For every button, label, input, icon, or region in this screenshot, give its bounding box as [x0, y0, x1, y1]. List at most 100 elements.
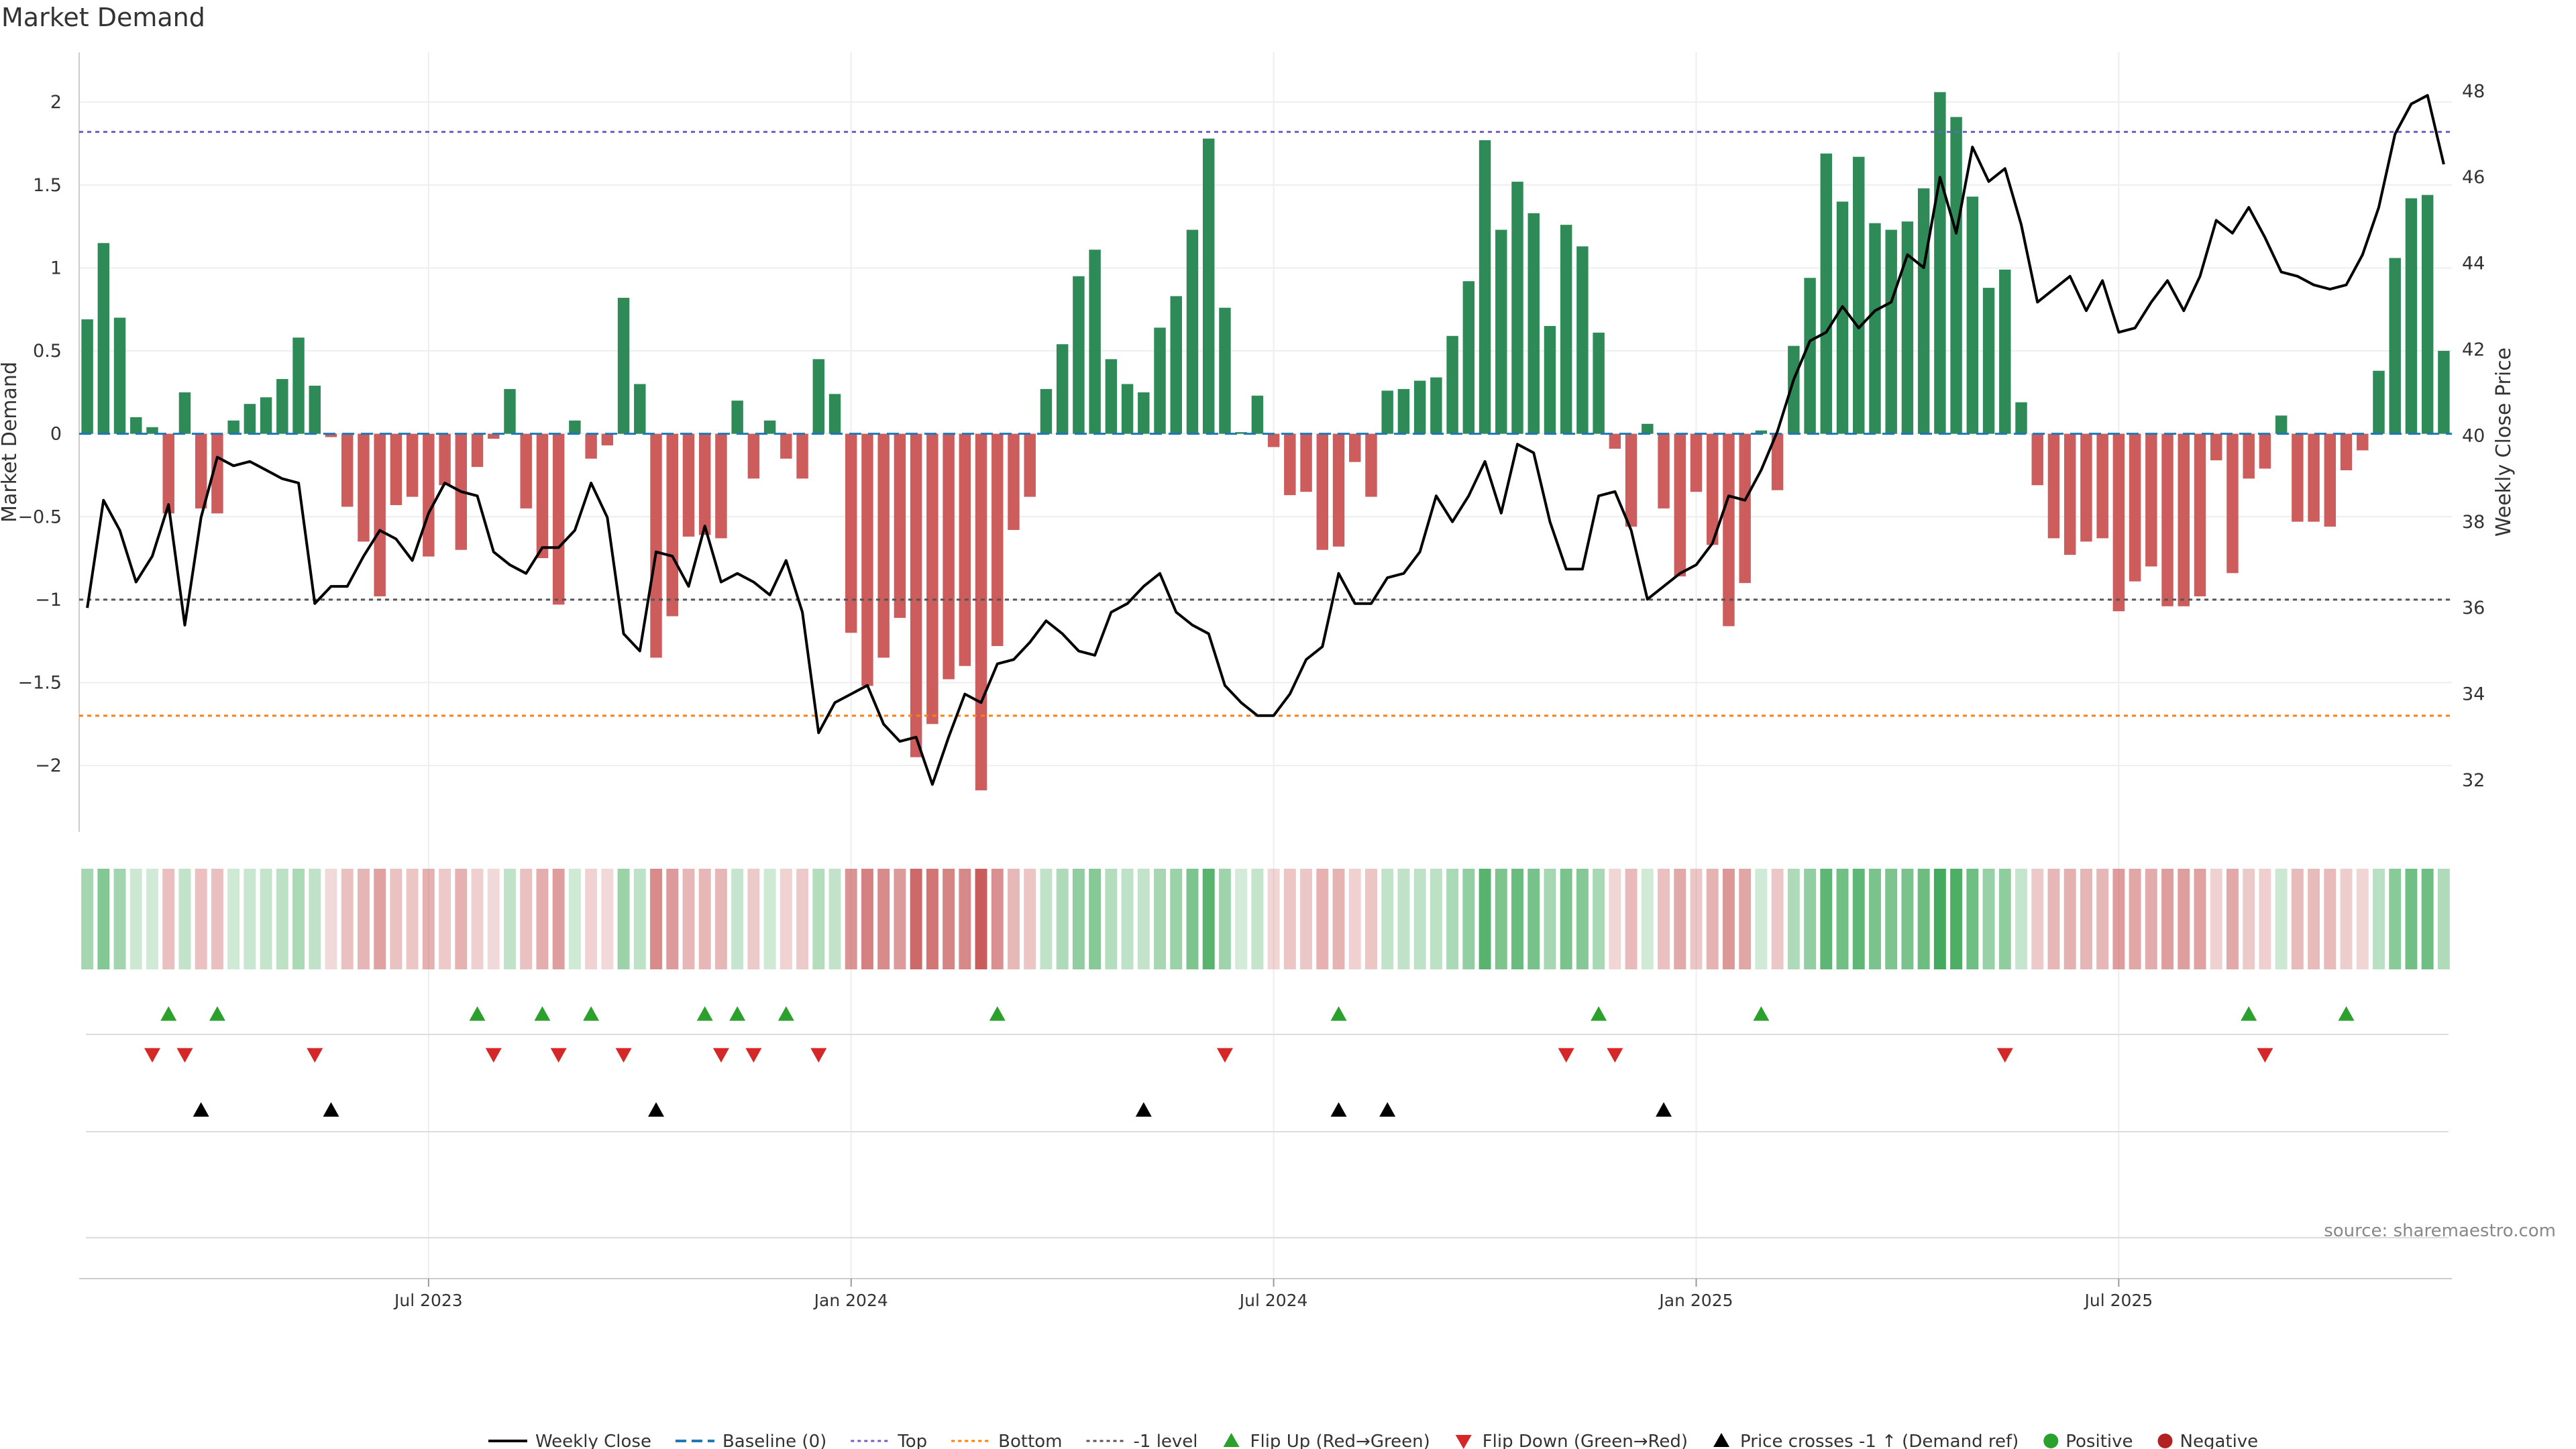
demand-bar-positive	[260, 397, 272, 434]
demand-strip-cell	[1836, 869, 1849, 969]
demand-strip-cell	[2031, 869, 2044, 969]
demand-bar-positive	[113, 317, 126, 434]
demand-bar-positive	[227, 420, 239, 434]
price-cross-marker	[323, 1102, 339, 1117]
demand-strip-cell	[1576, 869, 1589, 969]
demand-strip-cell	[828, 869, 841, 969]
demand-bar-negative	[2194, 433, 2206, 596]
demand-strip-cell	[1869, 869, 1881, 969]
demand-bar-positive	[1446, 335, 1458, 434]
demand-strip-cell	[1690, 869, 1703, 969]
price-cross-marker	[1656, 1102, 1672, 1117]
demand-strip-cell	[1235, 869, 1248, 969]
demand-strip-cell	[1755, 869, 1768, 969]
legend-label: Flip Down (Green→Red)	[1483, 1432, 1688, 1449]
demand-strip-cell	[1544, 869, 1556, 969]
demand-bar-positive	[1820, 153, 1833, 434]
y-tick-label: 2	[50, 92, 62, 113]
legend-triangle-up-icon	[1223, 1433, 1240, 1447]
demand-strip-cell	[1397, 869, 1410, 969]
demand-strip-cell	[1706, 869, 1719, 969]
demand-bar-negative	[2145, 433, 2157, 567]
demand-strip-cell	[2291, 869, 2304, 969]
demand-strip-cell	[1527, 869, 1540, 969]
demand-bar-negative	[1723, 433, 1735, 627]
demand-strip-cell	[487, 869, 500, 969]
demand-bar-negative	[926, 433, 938, 724]
demand-bar-negative	[1690, 433, 1703, 492]
demand-strip-cell	[504, 869, 516, 969]
demand-bar-positive	[731, 400, 743, 434]
demand-strip-cell	[520, 869, 533, 969]
demand-bar-negative	[991, 433, 1004, 647]
demand-bar-negative	[1008, 433, 1020, 531]
demand-strip-cell	[455, 869, 468, 969]
demand-bar-negative	[861, 433, 873, 686]
flip-down-marker	[176, 1048, 193, 1063]
demand-strip-cell	[211, 869, 223, 969]
demand-strip-cell	[2259, 869, 2271, 969]
demand-bar-positive	[292, 337, 305, 434]
demand-strip-cell	[162, 869, 175, 969]
demand-bar-negative	[1658, 433, 1670, 508]
demand-strip-cell	[178, 869, 191, 969]
flip-up-marker	[777, 1006, 794, 1021]
demand-bar-positive	[1251, 395, 1264, 434]
demand-bar-negative	[1267, 433, 1280, 447]
demand-strip-cell	[2161, 869, 2174, 969]
demand-bar-negative	[975, 433, 987, 791]
demand-strip-cell	[1998, 869, 2011, 969]
demand-bar-positive	[504, 388, 516, 434]
demand-bar-negative	[536, 433, 549, 559]
flip-down-marker	[485, 1048, 502, 1063]
demand-strip-cell	[276, 869, 288, 969]
legend-label: Baseline (0)	[722, 1432, 826, 1449]
legend-label: Bottom	[998, 1432, 1062, 1449]
demand-bar-positive	[1219, 307, 1231, 434]
demand-strip-cell	[2243, 869, 2255, 969]
demand-strip-cell	[2226, 869, 2239, 969]
demand-strip-cell	[714, 869, 727, 969]
demand-strip-cell	[698, 869, 711, 969]
demand-bar-negative	[2161, 433, 2174, 606]
demand-strip-cell	[1040, 869, 1053, 969]
demand-bar-positive	[130, 417, 142, 434]
demand-strip-cell	[1267, 869, 1280, 969]
flip-up-marker	[2241, 1006, 2257, 1021]
demand-strip-cell	[1105, 869, 1118, 969]
demand-bar-positive	[1917, 188, 1930, 434]
flip-up-marker	[209, 1006, 225, 1021]
demand-strip-cell	[422, 869, 435, 969]
demand-strip-cell	[633, 869, 646, 969]
demand-bar-negative	[552, 433, 565, 605]
demand-bar-positive	[244, 404, 256, 434]
demand-bar-negative	[2340, 433, 2353, 471]
flip-down-marker	[745, 1048, 762, 1063]
demand-strip-cell	[1739, 869, 1752, 969]
demand-bar-positive	[2275, 415, 2288, 434]
demand-strip-cell	[2437, 869, 2450, 969]
demand-bar-positive	[1853, 156, 1865, 434]
demand-strip-cell	[227, 869, 240, 969]
demand-strip-cell	[1186, 869, 1199, 969]
demand-strip-cell	[666, 869, 679, 969]
flip-up-marker	[1330, 1006, 1347, 1021]
demand-strip-cell	[2129, 869, 2141, 969]
demand-bar-negative	[325, 433, 337, 437]
demand-strip-cell	[796, 869, 809, 969]
demand-strip-cell	[747, 869, 760, 969]
demand-strip-cell	[845, 869, 857, 969]
demand-strip-cell	[1137, 869, 1150, 969]
demand-bar-positive	[2015, 402, 2027, 434]
legend-triangle-up-icon	[1713, 1433, 1730, 1447]
demand-strip-cell	[1625, 869, 1638, 969]
demand-strip-cell	[1641, 869, 1654, 969]
demand-strip-cell	[1820, 869, 1833, 969]
demand-strip-cell	[1348, 869, 1361, 969]
demand-bar-negative	[2259, 433, 2271, 469]
demand-bar-negative	[2226, 433, 2239, 574]
demand-strip-cell	[2356, 869, 2369, 969]
flip-up-marker	[2338, 1006, 2355, 1021]
demand-strip-cell	[1495, 869, 1507, 969]
demand-bar-negative	[2063, 433, 2076, 555]
